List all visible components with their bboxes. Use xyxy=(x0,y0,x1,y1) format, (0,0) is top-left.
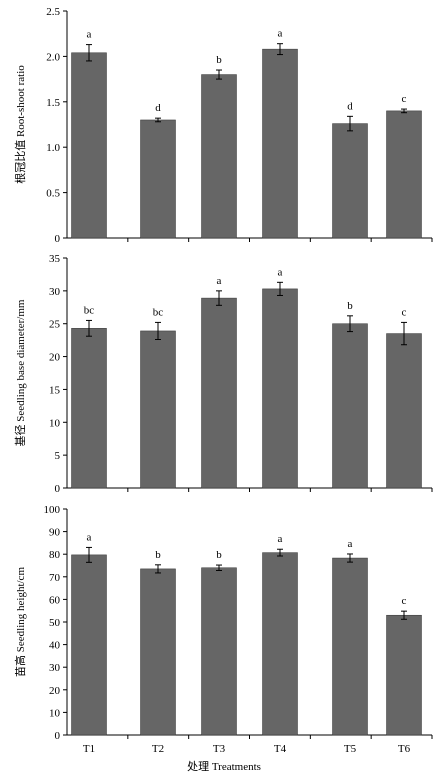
y-tick-label: 1.0 xyxy=(46,142,60,154)
bar-t5 xyxy=(332,557,368,736)
significance-label: a xyxy=(217,275,222,287)
significance-label: a xyxy=(348,538,353,550)
y-tick-label: 20 xyxy=(49,352,61,364)
significance-label: d xyxy=(155,102,161,114)
bar-t3 xyxy=(201,567,237,736)
y-tick-label: 90 xyxy=(49,527,61,539)
x-tick-label: T2 xyxy=(152,743,164,755)
x-tick-label: T5 xyxy=(344,743,357,755)
x-axis-title: 处理 Treatments xyxy=(187,760,261,773)
y-tick-label: 5 xyxy=(55,450,61,462)
x-tick-label: T6 xyxy=(398,743,411,755)
y-tick-label: 15 xyxy=(49,384,61,396)
significance-label: a xyxy=(278,28,283,40)
bar-t1 xyxy=(71,554,107,736)
significance-label: b xyxy=(216,54,222,66)
significance-label: a xyxy=(278,266,283,278)
significance-label: c xyxy=(402,595,407,607)
bar-t4 xyxy=(262,48,298,239)
y-tick-label: 100 xyxy=(44,504,61,516)
y-tick-label: 60 xyxy=(49,594,61,606)
bar-t1 xyxy=(71,328,107,489)
y-tick-label: 30 xyxy=(49,662,61,674)
significance-label: b xyxy=(155,549,161,561)
significance-label: b xyxy=(347,300,353,312)
x-tick-label: T3 xyxy=(213,743,226,755)
bar-t6 xyxy=(386,333,422,489)
y-tick-label: 0.5 xyxy=(46,188,60,200)
y-tick-label: 10 xyxy=(49,417,61,429)
y-tick-label: 35 xyxy=(49,253,61,265)
bar-t6 xyxy=(386,110,422,239)
significance-label: a xyxy=(278,533,283,545)
bar-t6 xyxy=(386,614,422,736)
y-tick-label: 0 xyxy=(55,483,61,495)
bar-t2 xyxy=(140,568,176,736)
bar-t5 xyxy=(332,123,368,239)
y-tick-label: 10 xyxy=(49,707,61,719)
y-tick-label: 25 xyxy=(49,319,61,331)
y-tick-label: 80 xyxy=(49,549,61,561)
significance-label: c xyxy=(402,93,407,105)
y-tick-label: 70 xyxy=(49,572,61,584)
y-tick-label: 2.5 xyxy=(46,6,60,18)
bar-t3 xyxy=(201,297,237,489)
bar-t4 xyxy=(262,552,298,736)
bar-t4 xyxy=(262,288,298,489)
y-tick-label: 0 xyxy=(55,233,61,245)
significance-label: d xyxy=(347,100,353,112)
chart-panel-1: 0 0.5 1.0 1.5 2.0 2.5 a d b a d c 根冠比值 Root-shoot ra… xyxy=(13,6,433,245)
significance-label: a xyxy=(87,29,92,41)
bar-t2 xyxy=(140,119,176,239)
significance-label: c xyxy=(402,306,407,318)
y-tick-label: 30 xyxy=(49,286,61,298)
bar-t5 xyxy=(332,323,368,489)
significance-label: bc xyxy=(153,306,164,318)
chart-panel-3: 0 10 20 30 40 50 60 70 80 90 100 a T1 b T2 b T3 a T4 a T5 c T6… xyxy=(13,504,433,773)
x-tick-label: T4 xyxy=(274,743,287,755)
y-tick-label: 40 xyxy=(49,640,61,652)
y-axis-title: 基径 Seedling base diameter/mm xyxy=(14,299,27,446)
significance-label: b xyxy=(216,549,222,561)
bar-t1 xyxy=(71,52,107,239)
bar-t2 xyxy=(140,330,176,489)
y-tick-label: 1.5 xyxy=(46,97,60,109)
x-tick-label: T1 xyxy=(83,743,95,755)
y-axis-title: 苗高 Seedling height/cm xyxy=(13,567,27,677)
y-tick-label: 2.0 xyxy=(46,51,60,63)
y-axis-title: 根冠比值 Root-shoot ratio xyxy=(13,65,27,184)
y-tick-label: 20 xyxy=(49,685,61,697)
significance-label: bc xyxy=(84,304,95,316)
significance-label: a xyxy=(87,531,92,543)
bar-t3 xyxy=(201,74,237,239)
y-tick-label: 50 xyxy=(49,617,61,629)
y-tick-label: 0 xyxy=(55,730,61,742)
